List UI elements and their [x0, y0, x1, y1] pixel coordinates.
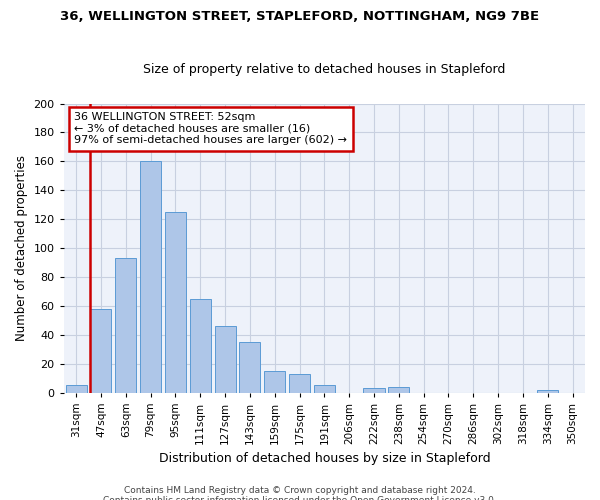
Bar [314, 386, 335, 392]
Bar [388, 386, 409, 392]
Bar [264, 371, 285, 392]
Text: Contains HM Land Registry data © Crown copyright and database right 2024.: Contains HM Land Registry data © Crown c… [124, 486, 476, 495]
Bar [140, 162, 161, 392]
Text: Contains public sector information licensed under the Open Government Licence v3: Contains public sector information licen… [103, 496, 497, 500]
Title: Size of property relative to detached houses in Stapleford: Size of property relative to detached ho… [143, 63, 506, 76]
Y-axis label: Number of detached properties: Number of detached properties [15, 155, 28, 341]
Bar [115, 258, 136, 392]
Bar [65, 386, 86, 392]
Bar [364, 388, 385, 392]
Text: 36 WELLINGTON STREET: 52sqm
← 3% of detached houses are smaller (16)
97% of semi: 36 WELLINGTON STREET: 52sqm ← 3% of deta… [74, 112, 347, 146]
Bar [165, 212, 186, 392]
Bar [289, 374, 310, 392]
X-axis label: Distribution of detached houses by size in Stapleford: Distribution of detached houses by size … [158, 452, 490, 465]
Text: 36, WELLINGTON STREET, STAPLEFORD, NOTTINGHAM, NG9 7BE: 36, WELLINGTON STREET, STAPLEFORD, NOTTI… [61, 10, 539, 23]
Bar [190, 298, 211, 392]
Bar [215, 326, 236, 392]
Bar [239, 342, 260, 392]
Bar [91, 308, 112, 392]
Bar [537, 390, 559, 392]
